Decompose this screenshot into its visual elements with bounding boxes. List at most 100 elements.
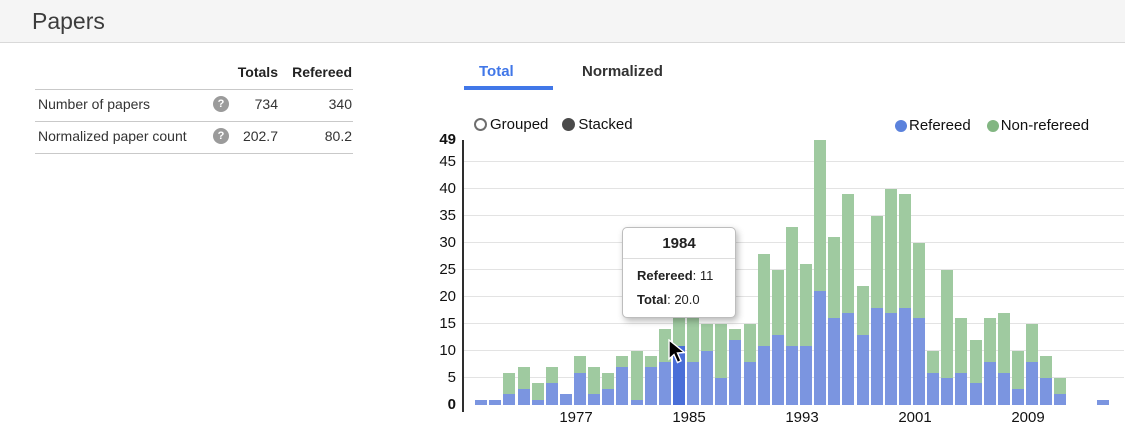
bar-refereed-segment[interactable] xyxy=(1096,399,1109,405)
bar-1971[interactable] xyxy=(489,399,502,405)
y-axis-label: 30 xyxy=(439,233,456,251)
bar-refereed-segment[interactable] xyxy=(997,372,1010,405)
bar-2005[interactable] xyxy=(969,340,982,405)
bar-refereed-segment[interactable] xyxy=(517,388,530,405)
bar-refereed-segment[interactable] xyxy=(870,307,883,405)
bar-refereed-segment[interactable] xyxy=(630,399,643,405)
bar-refereed-segment[interactable] xyxy=(658,361,671,405)
help-icon[interactable]: ? xyxy=(213,96,229,112)
bar-refereed-segment[interactable] xyxy=(489,399,502,405)
bar-1995[interactable] xyxy=(828,237,841,405)
bar-refereed-segment[interactable] xyxy=(644,367,657,405)
bar-1992[interactable] xyxy=(785,226,798,405)
bar-1980[interactable] xyxy=(616,356,629,405)
bar-2010[interactable] xyxy=(1040,356,1053,405)
bar-refereed-segment[interactable] xyxy=(475,399,488,405)
bar-refereed-segment[interactable] xyxy=(941,377,954,405)
bar-1970[interactable] xyxy=(475,399,488,405)
bar-1999[interactable] xyxy=(884,188,897,405)
y-axis-label: 49 xyxy=(439,131,456,148)
bar-2000[interactable] xyxy=(898,194,911,405)
grouped-radio-icon[interactable] xyxy=(474,118,487,131)
chart-mode-controls: Grouped Stacked xyxy=(474,116,633,133)
bar-1973[interactable] xyxy=(517,367,530,405)
bar-refereed-segment[interactable] xyxy=(884,313,897,405)
bar-1972[interactable] xyxy=(503,372,516,405)
bar-refereed-segment[interactable] xyxy=(1026,361,1038,405)
bar-refereed-segment[interactable] xyxy=(983,361,996,405)
bar-1993[interactable] xyxy=(800,264,812,405)
bar-refereed-segment[interactable] xyxy=(913,318,925,405)
bar-refereed-segment[interactable] xyxy=(687,361,699,405)
bar-2006[interactable] xyxy=(983,318,996,405)
x-axis-label: 2009 xyxy=(1011,409,1045,426)
bar-1990[interactable] xyxy=(757,253,770,405)
bar-1985[interactable] xyxy=(687,318,699,405)
bar-refereed-segment[interactable] xyxy=(898,307,911,405)
bar-refereed-segment[interactable] xyxy=(729,340,742,405)
bar-refereed-segment[interactable] xyxy=(1054,394,1067,405)
bar-1978[interactable] xyxy=(588,367,601,405)
bar-2008[interactable] xyxy=(1011,350,1024,405)
bar-1998[interactable] xyxy=(870,215,883,405)
bar-refereed-segment[interactable] xyxy=(969,383,982,405)
bar-2004[interactable] xyxy=(955,318,968,405)
refereed-legend-label: Refereed xyxy=(909,117,971,134)
bar-1988[interactable] xyxy=(729,329,742,405)
bar-refereed-segment[interactable] xyxy=(856,334,869,405)
bar-1976[interactable] xyxy=(559,394,572,405)
bar-1974[interactable] xyxy=(531,383,544,405)
bar-refereed-segment[interactable] xyxy=(814,291,827,405)
bar-refereed-segment[interactable] xyxy=(785,345,798,405)
bar-1989[interactable] xyxy=(743,323,756,405)
bar-1991[interactable] xyxy=(771,269,784,405)
stacked-radio-label[interactable]: Stacked xyxy=(578,116,633,133)
x-axis-label: 1985 xyxy=(672,409,706,426)
bar-refereed-segment[interactable] xyxy=(545,383,558,405)
bar-1979[interactable] xyxy=(602,372,615,405)
bar-1986[interactable] xyxy=(701,323,714,405)
bar-2007[interactable] xyxy=(997,313,1010,405)
help-icon[interactable]: ? xyxy=(213,128,229,144)
bar-1975[interactable] xyxy=(545,367,558,405)
bar-refereed-segment[interactable] xyxy=(771,334,784,405)
bar-refereed-segment[interactable] xyxy=(616,367,629,405)
bar-1997[interactable] xyxy=(856,286,869,405)
gridline xyxy=(464,214,1124,216)
bar-refereed-segment[interactable] xyxy=(927,372,940,405)
papers-per-year-chart[interactable]: 0 5 10 15 20 25 30 35 40 45 49 1977 1985 1993 2001 2009 xyxy=(439,131,1124,426)
bar-refereed-segment[interactable] xyxy=(588,394,601,405)
tab-total[interactable]: Total xyxy=(479,63,514,80)
bar-refereed-segment[interactable] xyxy=(715,377,728,405)
bar-1987[interactable] xyxy=(715,323,728,405)
bar-refereed-segment[interactable] xyxy=(800,345,812,405)
bar-1983[interactable] xyxy=(658,329,671,405)
bar-1996[interactable] xyxy=(842,194,855,405)
bar-refereed-segment[interactable] xyxy=(701,350,714,405)
bar-2003[interactable] xyxy=(941,269,954,405)
bar-refereed-segment[interactable] xyxy=(1040,377,1053,405)
bar-2001[interactable] xyxy=(913,242,925,405)
bar-2002[interactable] xyxy=(927,350,940,405)
tab-normalized[interactable]: Normalized xyxy=(582,63,663,80)
bar-refereed-segment[interactable] xyxy=(559,394,572,405)
bar-refereed-segment[interactable] xyxy=(842,313,855,405)
bar-refereed-segment[interactable] xyxy=(503,394,516,405)
bar-2014[interactable] xyxy=(1096,399,1109,405)
grouped-radio-label[interactable]: Grouped xyxy=(490,116,549,133)
bar-refereed-segment[interactable] xyxy=(531,399,544,405)
bar-1994[interactable] xyxy=(814,140,827,405)
bar-refereed-segment[interactable] xyxy=(743,361,756,405)
bar-refereed-segment[interactable] xyxy=(828,318,841,405)
bar-2009[interactable] xyxy=(1026,323,1038,405)
bar-1977[interactable] xyxy=(574,356,586,405)
bar-2011[interactable] xyxy=(1054,377,1067,405)
bar-refereed-segment[interactable] xyxy=(1011,388,1024,405)
bar-1981[interactable] xyxy=(630,350,643,405)
stacked-radio-icon[interactable] xyxy=(562,118,576,131)
bar-refereed-segment[interactable] xyxy=(602,388,615,405)
bar-refereed-segment[interactable] xyxy=(757,345,770,405)
bar-refereed-segment[interactable] xyxy=(574,372,586,405)
bar-refereed-segment[interactable] xyxy=(955,372,968,405)
bar-1982[interactable] xyxy=(644,356,657,405)
